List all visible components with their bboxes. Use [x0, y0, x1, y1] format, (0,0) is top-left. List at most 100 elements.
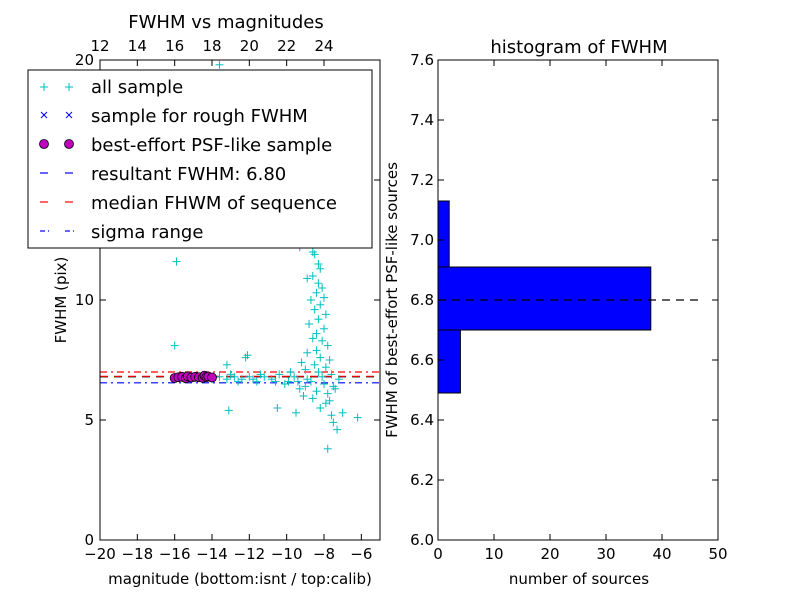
scatter-point	[325, 356, 334, 364]
histogram-plot: 0 10 20 30 40 50 6.06.26.46.66.87.07.27.47.6 …	[383, 37, 728, 588]
top-tick-label: 14	[128, 37, 147, 55]
legend-label: median FHWM of sequence	[91, 193, 337, 214]
scatter-point	[295, 384, 304, 393]
scatter-point	[320, 293, 328, 302]
legend-entry-resultant-fwhm: resultant FWHM: 6.80	[40, 164, 286, 185]
legend: all sample sample for rough FWHM best-ef…	[27, 69, 373, 249]
histogram-y-label: FWHM of best-effort PSF-like sources	[383, 162, 401, 438]
scatter-x-ticks: −20 −18 −16 −14 −12 −10 −8 −6	[84, 534, 372, 563]
scatter-point	[170, 341, 179, 350]
scatter-point	[334, 375, 343, 384]
scatter-point	[327, 411, 336, 420]
y-tick-label: 6.6	[410, 351, 434, 369]
scatter-point	[292, 408, 300, 417]
scatter-point	[271, 377, 280, 386]
y-tick-label: 10	[75, 291, 94, 309]
scatter-point	[310, 250, 319, 259]
scatter-point	[320, 324, 328, 333]
legend-label: sigma range	[91, 222, 203, 243]
scatter-point	[314, 279, 323, 288]
circle-marker-icon	[39, 139, 74, 149]
scatter-point	[312, 346, 321, 355]
scatter-point	[316, 353, 325, 362]
scatter-point	[318, 336, 327, 345]
top-tick-label: 22	[277, 37, 296, 55]
x-tick-label: −8	[313, 545, 335, 563]
x-tick-label: 10	[484, 545, 503, 563]
scatter-point	[325, 396, 334, 405]
x-tick-label: −20	[84, 545, 116, 563]
histogram-bar	[437, 266, 652, 331]
x-tick-label: 0	[433, 545, 443, 563]
plus-marker-icon	[40, 83, 73, 91]
scatter-point	[222, 375, 231, 384]
scatter-point	[226, 370, 235, 379]
scatter-point	[290, 372, 299, 381]
scatter-point	[286, 368, 295, 376]
scatter-point	[323, 389, 332, 398]
scatter-point	[338, 408, 347, 417]
legend-entry-all-sample: all sample	[40, 77, 183, 98]
y-tick-label: 0	[84, 531, 94, 549]
x-tick-label: −12	[234, 545, 266, 563]
x-tick-label: 40	[652, 545, 671, 563]
histogram-bar	[437, 200, 450, 268]
scatter-points	[169, 60, 362, 453]
x-tick-label: −10	[271, 545, 303, 563]
scatter-point	[316, 264, 325, 273]
scatter-point	[303, 375, 312, 384]
scatter-title: FWHM vs magnitudes	[128, 12, 323, 33]
scatter-point	[333, 425, 342, 434]
y-tick-label: 6.2	[410, 471, 434, 489]
top-tick-label: 24	[314, 37, 333, 55]
histogram-x-label: number of sources	[509, 570, 649, 588]
scatter-point	[172, 257, 181, 266]
legend-box	[27, 69, 373, 249]
legend-label: best-effort PSF-like sample	[91, 135, 332, 156]
scatter-point	[273, 404, 282, 412]
histogram-bar	[437, 329, 461, 394]
y-tick-label: 20	[75, 51, 94, 69]
scatter-point	[314, 368, 323, 376]
scatter-point	[312, 387, 321, 396]
scatter-point	[331, 384, 340, 393]
scatter-point	[224, 406, 233, 415]
scatter-point	[321, 310, 330, 319]
scatter-point	[318, 284, 327, 292]
scatter-point	[320, 380, 328, 388]
histogram-title: histogram of FWHM	[490, 37, 667, 58]
scatter-point	[321, 363, 330, 372]
scatter-point	[312, 288, 321, 297]
x-tick-label: −6	[350, 545, 372, 563]
scatter-y-label: FWHM (pix)	[52, 257, 70, 344]
scatter-point	[293, 377, 302, 386]
scatter-point	[327, 370, 336, 379]
y-tick-label: 5	[84, 411, 94, 429]
scatter-point	[275, 370, 284, 379]
y-tick-label: 7.0	[410, 231, 434, 249]
scatter-point	[318, 372, 327, 381]
top-tick-label: 12	[90, 37, 109, 55]
histogram-y-ticks: 6.0 6.2 6.4 6.6 6.8 7.0 7.2 7.4 7.6	[410, 51, 718, 549]
y-tick-label: 7.2	[410, 171, 434, 189]
scatter-point	[323, 341, 332, 350]
cross-marker-icon	[40, 111, 73, 119]
y-tick-label: 6.0	[410, 531, 434, 549]
y-tick-label: 6.8	[410, 291, 434, 309]
scatter-point	[222, 360, 231, 369]
scatter-point	[316, 404, 325, 412]
scatter-point	[308, 394, 317, 403]
scatter-point	[314, 315, 323, 324]
scatter-point	[323, 444, 332, 453]
x-tick-label: 30	[596, 545, 615, 563]
scatter-point	[353, 413, 362, 422]
scatter-point	[329, 418, 338, 427]
top-tick-label: 16	[165, 37, 184, 55]
scatter-point	[305, 320, 314, 328]
scatter-point	[241, 353, 250, 362]
scatter-point	[308, 334, 317, 343]
y-tick-label: 7.4	[410, 111, 434, 129]
top-tick-label: 18	[202, 37, 221, 55]
legend-label: resultant FWHM: 6.80	[91, 164, 286, 185]
scatter-point	[280, 380, 289, 388]
